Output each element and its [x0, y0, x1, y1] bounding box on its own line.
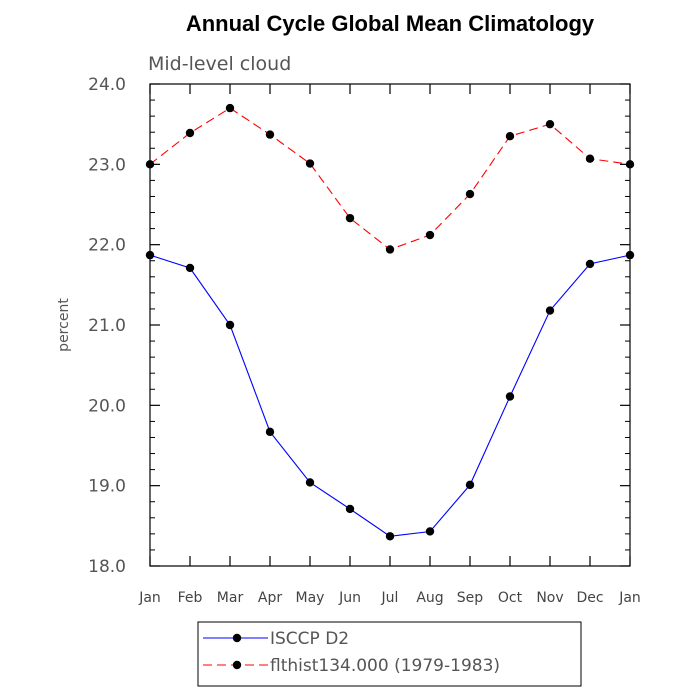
- y-tick-label: 23.0: [88, 155, 126, 175]
- data-point: [185, 263, 195, 273]
- data-point: [385, 532, 395, 541]
- series-lines: [149, 107, 631, 537]
- legend-marker-flthist: [232, 660, 242, 670]
- x-tick-label: Dec: [576, 590, 603, 606]
- data-point: [505, 392, 515, 401]
- data-point: [265, 427, 275, 437]
- legend-label-flthist: flthist134.000 (1979-1983): [270, 656, 500, 676]
- y-tick-label: 22.0: [88, 236, 126, 256]
- data-point: [385, 245, 395, 254]
- data-point: [625, 250, 635, 260]
- series-line-0: [149, 254, 631, 537]
- x-tick-label: Jan: [618, 590, 641, 606]
- y-tick-label: 19.0: [88, 477, 126, 497]
- legend-box: [197, 621, 582, 687]
- x-tick-labels: Jan Feb Mar Apr May Jun Jul Aug Sep Oct Nov Dec Jan: [138, 590, 641, 606]
- data-point: [505, 132, 515, 141]
- x-tick-label: Jul: [381, 590, 399, 606]
- data-point: [425, 527, 435, 536]
- chart-title: Annual Cycle Global Mean Climatology: [186, 11, 595, 36]
- y-tick-label: 21.0: [88, 316, 126, 336]
- legend-label-isccp: ISCCP D2: [270, 629, 349, 649]
- plot-frame: [149, 83, 631, 567]
- data-point: [145, 160, 155, 169]
- data-point: [625, 160, 635, 169]
- x-tick-label: Aug: [416, 590, 443, 606]
- y-axis-label: percent: [56, 298, 72, 352]
- data-point: [585, 154, 595, 163]
- data-point: [465, 189, 475, 199]
- data-point: [305, 159, 315, 168]
- minor-ticks: [150, 99, 630, 551]
- data-point: [585, 259, 595, 269]
- legend-marker-isccp: [232, 633, 242, 643]
- chart-subtitle: Mid-level cloud: [148, 53, 291, 75]
- x-tick-label: Feb: [178, 590, 203, 606]
- data-point: [345, 213, 355, 223]
- x-tick-label: Jan: [138, 590, 161, 606]
- major-ticks: [149, 83, 631, 567]
- x-tick-label: Jun: [338, 590, 361, 606]
- legend: ISCCP D2 flthist134.000 (1979-1983): [197, 621, 582, 687]
- x-tick-label: Mar: [217, 590, 244, 606]
- y-tick-label: 24.0: [88, 75, 126, 95]
- data-point: [545, 306, 555, 315]
- data-point: [545, 119, 555, 129]
- data-point: [345, 504, 355, 514]
- y-tick-label: 18.0: [88, 557, 126, 577]
- x-tick-label: May: [296, 590, 325, 606]
- data-point: [185, 128, 195, 138]
- series-line-1: [149, 107, 631, 251]
- series-markers: [145, 103, 635, 541]
- data-point: [225, 103, 235, 113]
- y-tick-label: 20.0: [88, 396, 126, 416]
- data-point: [305, 478, 315, 487]
- y-tick-labels: 18.0 19.0 20.0 21.0 22.0 23.0 24.0: [88, 75, 126, 577]
- x-tick-label: Oct: [498, 590, 523, 606]
- x-tick-label: Sep: [457, 590, 484, 606]
- data-point: [145, 250, 155, 260]
- data-point: [425, 230, 435, 240]
- data-point: [465, 480, 475, 490]
- data-point: [265, 130, 275, 139]
- x-tick-label: Nov: [536, 590, 563, 606]
- data-point: [225, 320, 235, 330]
- x-tick-label: Apr: [258, 590, 282, 606]
